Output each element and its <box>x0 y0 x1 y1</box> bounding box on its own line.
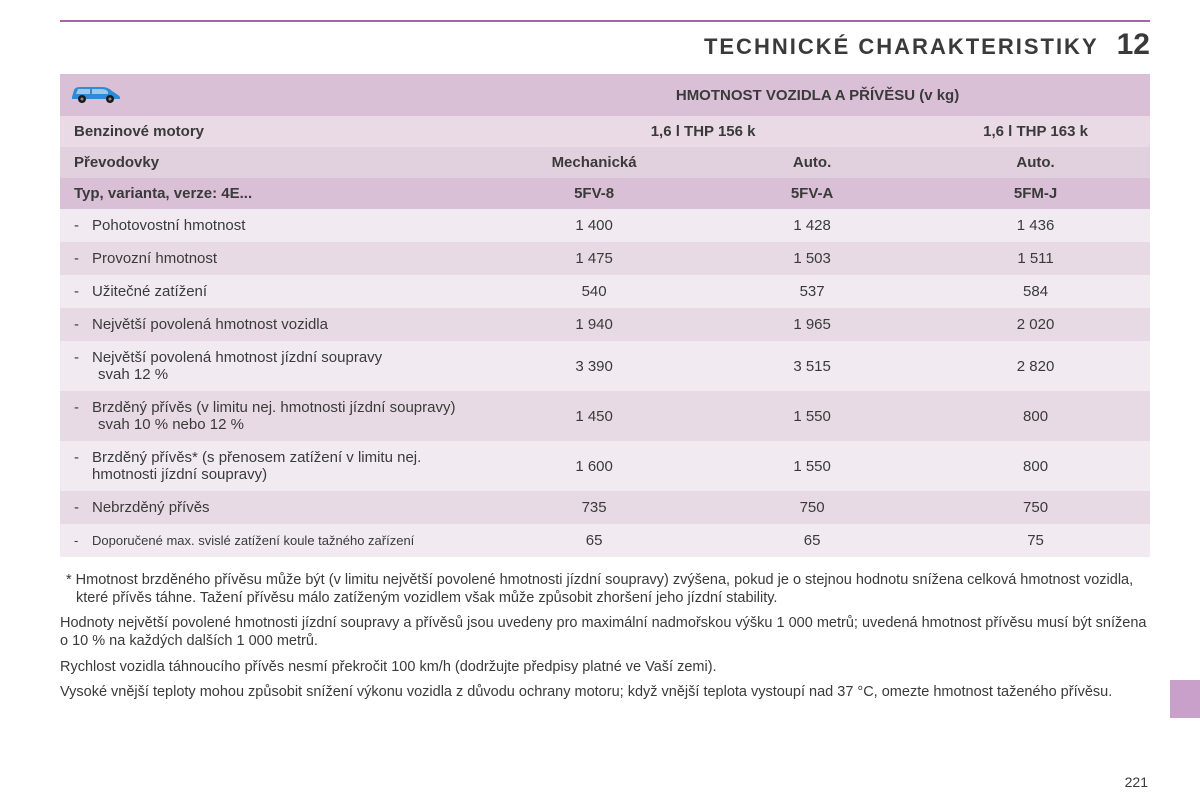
table-row: -Největší povolená hmotnost jízdní soupr… <box>60 341 1150 391</box>
page-number: 221 <box>1125 774 1148 790</box>
row-label: -Brzděný přívěs (v limitu nej. hmotnosti… <box>60 391 485 441</box>
row-value: 1 511 <box>921 242 1150 275</box>
row-value: 1 550 <box>703 441 921 491</box>
table-header-variant: Typ, varianta, verze: 4E... 5FV-8 5FV-A … <box>60 178 1150 209</box>
row-value: 584 <box>921 275 1150 308</box>
row-value: 65 <box>485 524 703 557</box>
row-value: 1 436 <box>921 209 1150 242</box>
row-label: -Pohotovostní hmotnost <box>60 209 485 242</box>
row1-col12: 1,6 l THP 156 k <box>485 116 921 147</box>
row-value: 540 <box>485 275 703 308</box>
table-row: -Brzděný přívěs (v limitu nej. hmotnosti… <box>60 391 1150 441</box>
footnote-1: * Hmotnost brzděného přívěsu může být (v… <box>60 571 1150 607</box>
row-value: 1 400 <box>485 209 703 242</box>
footnote-2: Hodnoty největší povolené hmotnosti jízd… <box>60 614 1150 650</box>
row-label: -Největší povolená hmotnost jízdní soupr… <box>60 341 485 391</box>
row-label: -Brzděný přívěs* (s přenosem zatížení v … <box>60 441 485 491</box>
chapter-number: 12 <box>1117 28 1150 62</box>
row3-v1: 5FV-8 <box>485 178 703 209</box>
car-icon <box>68 81 122 109</box>
row-label: -Nebrzděný přívěs <box>60 491 485 524</box>
row1-col3: 1,6 l THP 163 k <box>921 116 1150 147</box>
table-title-row: HMOTNOST VOZIDLA A PŘÍVĚSU (v kg) <box>60 74 1150 116</box>
table-row: -Nebrzděný přívěs735750750 <box>60 491 1150 524</box>
row-value: 2 820 <box>921 341 1150 391</box>
table-row: -Doporučené max. svislé zatížení koule t… <box>60 524 1150 557</box>
weights-table: HMOTNOST VOZIDLA A PŘÍVĚSU (v kg) Benzin… <box>60 74 1150 557</box>
row-label: -Největší povolená hmotnost vozidla <box>60 308 485 341</box>
row2-label: Převodovky <box>60 147 485 178</box>
row-value: 537 <box>703 275 921 308</box>
row1-label: Benzinové motory <box>60 116 485 147</box>
row-label: -Doporučené max. svislé zatížení koule t… <box>60 524 485 557</box>
row-value: 1 940 <box>485 308 703 341</box>
table-row: -Pohotovostní hmotnost1 4001 4281 436 <box>60 209 1150 242</box>
row-value: 1 428 <box>703 209 921 242</box>
footnote-4: Vysoké vnější teploty mohou způsobit sní… <box>60 683 1150 701</box>
row-value: 1 475 <box>485 242 703 275</box>
table-header-engines: Benzinové motory 1,6 l THP 156 k 1,6 l T… <box>60 116 1150 147</box>
row-value: 800 <box>921 441 1150 491</box>
top-rule <box>60 20 1150 22</box>
row-value: 1 600 <box>485 441 703 491</box>
row-value: 65 <box>703 524 921 557</box>
row-value: 750 <box>921 491 1150 524</box>
row-label: -Provozní hmotnost <box>60 242 485 275</box>
row-value: 800 <box>921 391 1150 441</box>
row2-v3: Auto. <box>921 147 1150 178</box>
row-value: 1 450 <box>485 391 703 441</box>
table-row: -Největší povolená hmotnost vozidla1 940… <box>60 308 1150 341</box>
table-row: -Provozní hmotnost1 4751 5031 511 <box>60 242 1150 275</box>
row2-v1: Mechanická <box>485 147 703 178</box>
row-value: 75 <box>921 524 1150 557</box>
row-value: 1 503 <box>703 242 921 275</box>
footnote-3: Rychlost vozidla táhnoucího přívěs nesmí… <box>60 658 1150 676</box>
page-title: TECHNICKÉ CHARAKTERISTIKY <box>704 34 1099 60</box>
row3-label: Typ, varianta, verze: 4E... <box>60 178 485 209</box>
side-tab <box>1170 680 1200 718</box>
row-value: 750 <box>703 491 921 524</box>
row3-v2: 5FV-A <box>703 178 921 209</box>
row-value: 3 390 <box>485 341 703 391</box>
row-value: 1 550 <box>703 391 921 441</box>
row3-v3: 5FM-J <box>921 178 1150 209</box>
table-row: -Užitečné zatížení540537584 <box>60 275 1150 308</box>
row2-v2: Auto. <box>703 147 921 178</box>
row-label: -Užitečné zatížení <box>60 275 485 308</box>
row-value: 2 020 <box>921 308 1150 341</box>
row-value: 1 965 <box>703 308 921 341</box>
row-value: 735 <box>485 491 703 524</box>
table-header-gearbox: Převodovky Mechanická Auto. Auto. <box>60 147 1150 178</box>
footnotes: * Hmotnost brzděného přívěsu může být (v… <box>60 571 1150 701</box>
row-value: 3 515 <box>703 341 921 391</box>
table-title: HMOTNOST VOZIDLA A PŘÍVĚSU (v kg) <box>485 74 1150 116</box>
table-row: -Brzděný přívěs* (s přenosem zatížení v … <box>60 441 1150 491</box>
page-header: TECHNICKÉ CHARAKTERISTIKY 12 <box>60 28 1150 62</box>
